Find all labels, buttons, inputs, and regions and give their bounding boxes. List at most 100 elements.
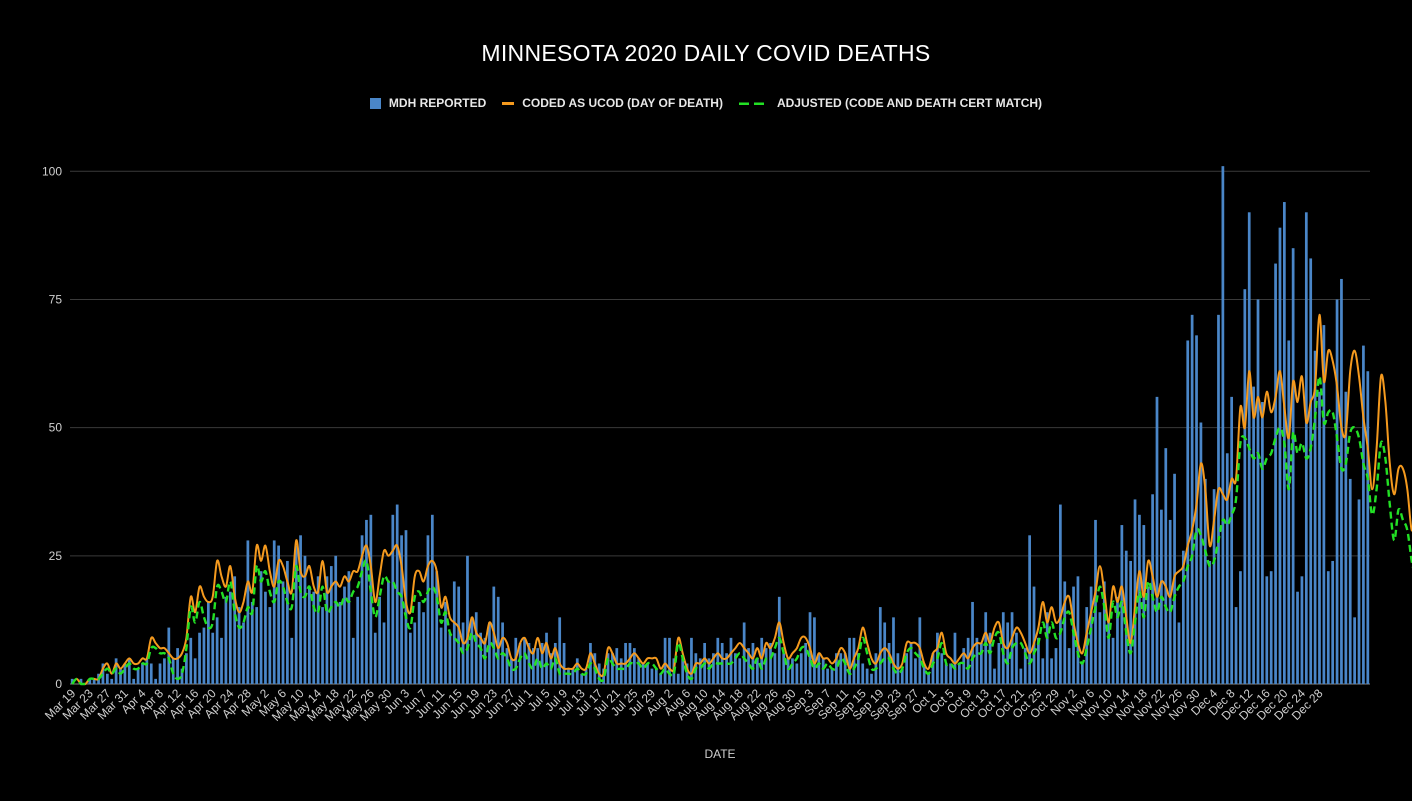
bar	[1247, 212, 1251, 685]
bar	[474, 612, 478, 684]
bar	[861, 663, 865, 684]
bar	[264, 591, 267, 684]
bar	[452, 581, 456, 684]
bar	[729, 637, 733, 684]
bar	[619, 658, 623, 684]
bar	[321, 607, 324, 684]
bar	[470, 617, 474, 684]
bar	[931, 653, 935, 684]
bar	[856, 653, 860, 684]
bar	[365, 519, 368, 684]
bar	[448, 632, 452, 684]
bar	[1265, 576, 1269, 684]
bar	[136, 668, 140, 684]
bar	[286, 560, 289, 684]
bar	[483, 637, 487, 684]
bar	[944, 663, 948, 684]
bar	[993, 668, 996, 684]
bar	[1291, 248, 1295, 684]
bar	[821, 658, 825, 684]
bar	[290, 637, 294, 684]
bar	[272, 540, 276, 684]
bar	[123, 663, 127, 684]
bar	[1133, 499, 1137, 684]
bar	[145, 658, 149, 684]
bar	[224, 596, 228, 684]
bar	[654, 668, 658, 684]
bar	[716, 637, 720, 684]
bar	[202, 627, 206, 684]
bar	[632, 648, 636, 684]
bar	[865, 668, 869, 684]
bar	[409, 632, 412, 684]
bar	[900, 668, 904, 684]
bar	[523, 637, 526, 684]
bar	[914, 658, 917, 684]
bar	[1146, 586, 1150, 684]
bar	[395, 504, 399, 684]
bar	[1318, 391, 1321, 684]
bar	[1089, 586, 1093, 684]
bar	[1331, 560, 1335, 684]
bar	[540, 642, 544, 684]
legend-label: MDH REPORTED	[388, 96, 487, 110]
bar	[220, 637, 223, 684]
legend-item-coded-ucod[interactable]: CODED AS UCOD (DAY OF DEATH)	[502, 96, 723, 110]
bar	[957, 663, 961, 684]
bar	[681, 658, 685, 684]
bar	[1309, 258, 1313, 684]
y-tick-label: 0	[55, 677, 62, 691]
bar	[1111, 637, 1115, 684]
bar	[1322, 325, 1326, 684]
bar	[1151, 494, 1154, 684]
bar	[536, 648, 540, 684]
bar	[1313, 350, 1317, 684]
bar	[132, 678, 136, 684]
bar	[813, 617, 816, 684]
bar	[1067, 648, 1071, 684]
bar	[1076, 576, 1080, 684]
bar	[356, 596, 360, 684]
bar	[782, 653, 786, 684]
bar	[237, 607, 241, 684]
bar	[198, 632, 201, 684]
bar	[848, 637, 851, 684]
bar	[949, 663, 952, 684]
bar	[997, 642, 1001, 684]
bar	[1212, 489, 1216, 684]
bar	[975, 637, 979, 684]
bar	[343, 586, 346, 684]
bar	[88, 678, 92, 684]
bar	[646, 663, 649, 684]
x-axis-title: DATE	[704, 747, 735, 761]
bar	[1072, 586, 1075, 684]
bar	[690, 637, 693, 684]
bar	[764, 648, 768, 684]
bar	[905, 653, 909, 684]
bar-layer	[70, 166, 1370, 685]
bar	[984, 612, 988, 684]
bar	[1340, 278, 1343, 684]
bar	[141, 663, 144, 684]
bar	[1138, 514, 1141, 684]
bar	[303, 555, 307, 684]
bar	[505, 648, 509, 684]
bar	[1357, 499, 1361, 684]
bar	[211, 632, 215, 684]
bar	[839, 653, 843, 684]
line-layer	[71, 313, 1412, 686]
bar	[1217, 314, 1220, 684]
bar	[281, 581, 285, 684]
bar	[531, 648, 535, 684]
bar	[180, 668, 184, 684]
bar	[127, 658, 131, 684]
bar	[1063, 581, 1067, 684]
bar	[413, 622, 417, 684]
legend-item-adjusted[interactable]: ADJUSTED (CODE AND DEATH CERT MATCH)	[738, 96, 1042, 110]
legend-item-mdh-reported[interactable]: MDH REPORTED	[369, 96, 487, 110]
bar	[242, 622, 245, 684]
bar	[527, 642, 531, 684]
bar	[430, 514, 434, 684]
legend-swatch-line	[502, 101, 515, 105]
bar	[1234, 607, 1238, 684]
